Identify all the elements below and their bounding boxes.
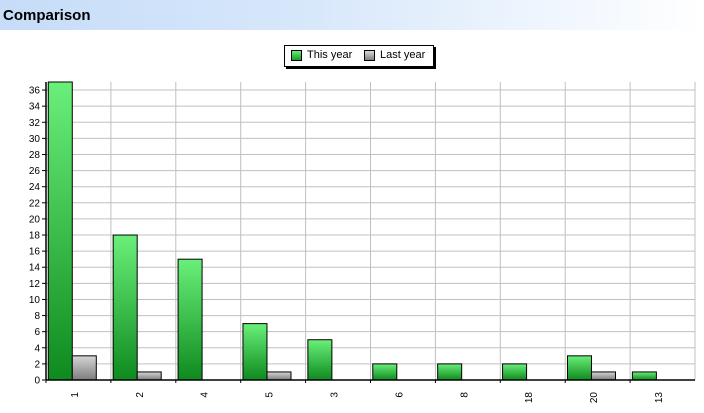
x-tick-label: 18 <box>524 392 535 404</box>
y-tick-label: 36 <box>29 86 41 97</box>
y-tick-label: 26 <box>29 166 41 177</box>
y-tick-label: 2 <box>34 359 40 370</box>
y-tick-label: 10 <box>29 295 41 306</box>
bar-last-year <box>71 355 97 381</box>
x-tick-label: 5 <box>265 392 276 398</box>
bar-this-year <box>112 234 138 381</box>
x-tick-label: 1 <box>70 392 81 398</box>
legend-swatch-last-year <box>364 50 375 61</box>
y-tick-label: 28 <box>29 150 41 161</box>
x-tick-label: 20 <box>589 392 600 404</box>
bar-last-year <box>266 371 292 381</box>
y-tick-label: 22 <box>29 198 41 209</box>
bar-this-year <box>372 363 398 381</box>
bar-this-year <box>437 363 463 381</box>
y-tick-label: 12 <box>29 279 41 290</box>
y-tick-label: 0 <box>34 376 40 387</box>
bar-last-year <box>136 371 162 381</box>
y-tick-label: 30 <box>29 134 41 145</box>
y-tick-label: 18 <box>29 231 41 242</box>
x-tick-label: 6 <box>394 392 405 398</box>
legend-label-this-year: This year <box>307 49 353 61</box>
y-tick-label: 6 <box>34 327 40 338</box>
y-tick-label: 32 <box>29 118 41 129</box>
bar-this-year <box>502 363 528 381</box>
chart-header-title: Comparison <box>3 7 91 24</box>
bar-this-year <box>566 355 592 381</box>
x-tick-label: 8 <box>459 392 470 398</box>
legend-swatch-this-year <box>291 50 302 61</box>
y-tick-label: 24 <box>29 182 41 193</box>
bar-this-year <box>631 371 657 381</box>
y-tick-label: 16 <box>29 247 41 258</box>
y-tick-label: 8 <box>34 311 40 322</box>
grid-layer <box>46 82 696 381</box>
x-tick-label: 4 <box>200 392 211 398</box>
bar-this-year <box>47 81 73 381</box>
chart-legend: This year Last year <box>284 45 434 67</box>
bar-this-year <box>307 339 333 381</box>
y-tick-label: 20 <box>29 214 41 225</box>
x-tick-label: 13 <box>654 392 665 404</box>
y-tick-label: 14 <box>29 263 41 274</box>
y-tick-label: 34 <box>29 102 41 113</box>
bar-layer <box>47 81 657 381</box>
x-tick-label: 3 <box>330 392 341 398</box>
y-tick-label: 4 <box>34 343 40 354</box>
x-tick-label: 2 <box>135 392 146 398</box>
bar-this-year <box>242 323 268 381</box>
chart-header: Comparison <box>0 0 704 30</box>
bar-last-year <box>590 371 616 381</box>
legend-label-last-year: Last year <box>380 49 426 61</box>
bar-this-year <box>177 258 203 381</box>
